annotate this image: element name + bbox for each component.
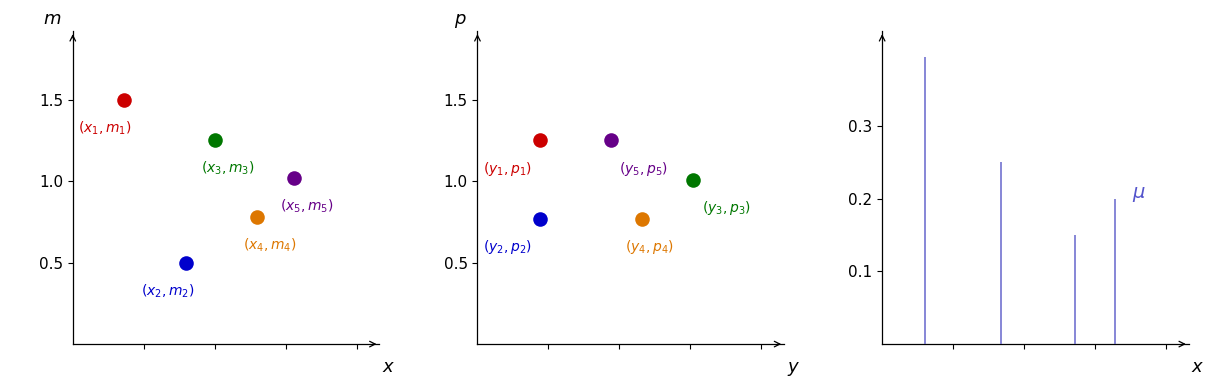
Text: $(y_{5},p_{5})$: $(y_{5},p_{5})$	[620, 160, 668, 178]
Text: $(x_{2},m_{2})$: $(x_{2},m_{2})$	[141, 282, 194, 300]
Text: $(x_{1},m_{1})$: $(x_{1},m_{1})$	[79, 119, 132, 137]
Point	[247, 214, 267, 220]
Point	[683, 176, 702, 183]
Text: $(x_{5},m_{5})$: $(x_{5},m_{5})$	[280, 197, 334, 215]
Text: $\mu$: $\mu$	[1132, 185, 1146, 204]
Point	[530, 215, 549, 222]
Text: $(x_{4},m_{4})$: $(x_{4},m_{4})$	[243, 237, 297, 254]
Text: $(y_{4},p_{4})$: $(y_{4},p_{4})$	[625, 238, 674, 256]
Text: m: m	[42, 10, 61, 28]
Text: x: x	[1192, 358, 1202, 376]
Point	[177, 260, 197, 266]
Point	[114, 97, 133, 103]
Point	[602, 137, 621, 143]
Point	[285, 175, 304, 181]
Text: $(y_{1},p_{1})$: $(y_{1},p_{1})$	[483, 160, 533, 178]
Point	[205, 137, 224, 143]
Text: $(y_{3},p_{3})$: $(y_{3},p_{3})$	[702, 199, 751, 217]
Text: y: y	[787, 358, 798, 376]
Point	[530, 137, 549, 143]
Text: p: p	[454, 10, 466, 28]
Text: x: x	[382, 358, 393, 376]
Text: $(y_{2},p_{2})$: $(y_{2},p_{2})$	[483, 238, 533, 256]
Text: $(x_{3},m_{3})$: $(x_{3},m_{3})$	[200, 160, 254, 178]
Point	[632, 215, 651, 222]
